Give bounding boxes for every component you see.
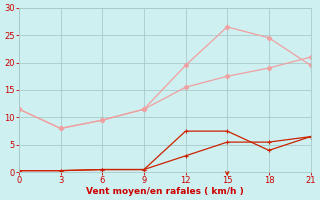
X-axis label: Vent moyen/en rafales ( km/h ): Vent moyen/en rafales ( km/h ) [86, 187, 244, 196]
